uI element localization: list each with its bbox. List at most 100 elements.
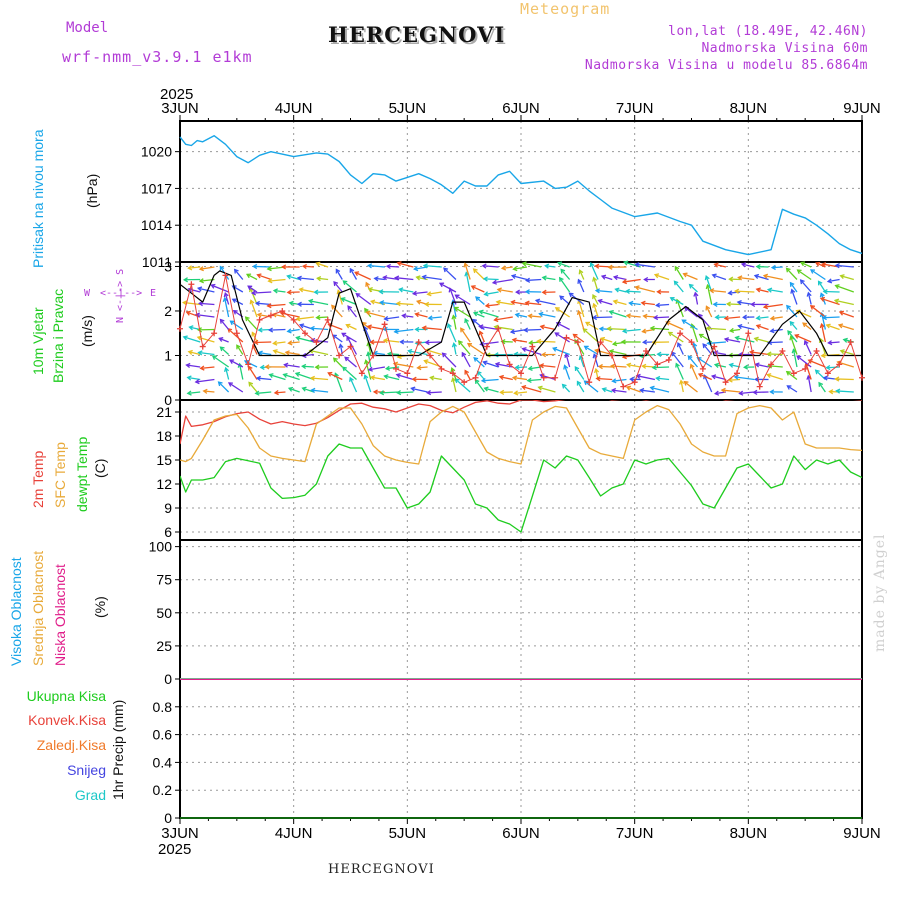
wind-arrowhead bbox=[713, 390, 720, 396]
y-tick-label: 12 bbox=[156, 476, 172, 492]
wind-arrowhead bbox=[463, 262, 469, 268]
wind-arrowhead bbox=[802, 322, 808, 328]
wind-arrow bbox=[614, 276, 627, 281]
wind-arrow bbox=[473, 268, 485, 280]
wind-arrow bbox=[767, 373, 783, 381]
wind-arrows bbox=[182, 260, 855, 396]
wind-arrowhead bbox=[453, 306, 459, 312]
wind-arrowhead bbox=[249, 299, 255, 305]
wind-arrowhead bbox=[515, 289, 521, 295]
wind-arrow bbox=[612, 378, 627, 382]
panel-frame bbox=[179, 678, 863, 819]
wind-arrowhead bbox=[653, 314, 659, 321]
wind-arrow bbox=[577, 310, 585, 330]
wind-arrow bbox=[513, 376, 528, 381]
wind-arrow bbox=[556, 322, 570, 331]
wind-arrow bbox=[494, 316, 513, 321]
wind-arrowhead bbox=[541, 275, 547, 281]
wind-arrowhead bbox=[713, 262, 719, 268]
wind-speed-marker bbox=[529, 343, 536, 350]
wind-arrowhead bbox=[443, 267, 449, 273]
wind-arrow bbox=[820, 297, 840, 306]
wind-arrowhead bbox=[194, 378, 200, 385]
wind-arrowhead bbox=[560, 268, 566, 274]
wind-arrowhead bbox=[595, 376, 601, 382]
x-day-label-bottom: 3JUN bbox=[161, 825, 199, 842]
wind-arrowhead bbox=[820, 352, 826, 359]
wind-arrowhead bbox=[187, 287, 193, 293]
y-tick-label: 9 bbox=[164, 500, 172, 516]
wind-arrowhead bbox=[526, 377, 532, 383]
wind-arrow bbox=[602, 388, 613, 393]
wind-arrow bbox=[224, 297, 230, 318]
wind-arrow bbox=[756, 316, 769, 319]
wind-arrowhead bbox=[210, 283, 216, 289]
wind-arrowhead bbox=[384, 365, 391, 371]
wind-arrow bbox=[284, 364, 300, 368]
wind-arrowhead bbox=[196, 286, 203, 292]
wind-arrowhead bbox=[754, 362, 760, 368]
wind-arrowhead bbox=[393, 328, 399, 334]
wind-arrowhead bbox=[383, 374, 389, 380]
wind-arrowhead bbox=[822, 375, 828, 381]
wind-arrow bbox=[212, 355, 229, 368]
wind-arrow bbox=[676, 299, 684, 318]
wind-arrowhead bbox=[817, 280, 823, 286]
wind-arrowhead bbox=[651, 364, 657, 371]
wind-arrowhead bbox=[345, 323, 351, 329]
wind-arrowhead bbox=[483, 291, 489, 297]
wind-speed-marker bbox=[677, 330, 684, 337]
wind-arrow bbox=[203, 390, 215, 393]
wind-arrowhead bbox=[712, 301, 718, 307]
wind-arrowhead bbox=[769, 315, 775, 321]
wind-arrow bbox=[724, 316, 741, 320]
wind-arrow bbox=[668, 331, 684, 343]
wind-arrowhead bbox=[411, 290, 418, 296]
wind-arrow bbox=[593, 316, 613, 319]
wind-arrow bbox=[198, 351, 215, 356]
wind-arrow bbox=[230, 320, 244, 331]
wind-arrow bbox=[288, 387, 300, 393]
wind-arrowhead bbox=[787, 330, 793, 336]
wind-arrow bbox=[384, 375, 400, 381]
wind-arrowhead bbox=[421, 274, 427, 280]
wind-arrow bbox=[229, 359, 244, 368]
wind-arrow bbox=[447, 323, 457, 343]
wind-speed-marker bbox=[313, 339, 320, 346]
wind-arrow bbox=[705, 276, 713, 293]
wind-arrow bbox=[302, 387, 315, 393]
wind-arrow bbox=[316, 316, 329, 319]
wind-arrowhead bbox=[366, 351, 372, 357]
wind-arrowhead bbox=[429, 375, 435, 381]
wind-arrowhead bbox=[676, 342, 682, 348]
wind-arrowhead bbox=[493, 316, 499, 323]
wind-arrowhead bbox=[755, 264, 761, 270]
wind-arrowhead bbox=[704, 275, 710, 281]
wind-arrow bbox=[453, 343, 457, 355]
wind-arrowhead bbox=[629, 376, 635, 382]
wind-arrow bbox=[756, 288, 769, 293]
wind-arrow bbox=[511, 275, 528, 281]
wind-arrowhead bbox=[612, 299, 618, 305]
wind-arrow bbox=[249, 287, 258, 305]
wind-arrow bbox=[394, 328, 414, 333]
wind-arrow bbox=[458, 340, 471, 355]
wind-arrowhead bbox=[426, 291, 432, 297]
wind-arrow bbox=[288, 341, 300, 344]
wind-arrowhead bbox=[394, 275, 400, 281]
wind-arrowhead bbox=[513, 390, 519, 396]
wind-arrowhead bbox=[187, 349, 193, 355]
wind-arrow bbox=[493, 278, 513, 284]
wind-speed-marker bbox=[495, 325, 502, 332]
wind-speed-marker bbox=[211, 330, 218, 337]
wind-arrowhead bbox=[266, 265, 272, 272]
wind-arrowhead bbox=[524, 289, 530, 295]
wind-arrow bbox=[396, 373, 414, 381]
wind-arrowhead bbox=[639, 353, 645, 359]
wind-arrowhead bbox=[679, 379, 685, 385]
wind-arrow bbox=[460, 327, 471, 343]
wind-arrowhead bbox=[607, 264, 613, 270]
y-tick-label: 3 bbox=[164, 258, 172, 274]
wind-arrowhead bbox=[612, 274, 619, 281]
wind-arrow bbox=[502, 266, 513, 270]
